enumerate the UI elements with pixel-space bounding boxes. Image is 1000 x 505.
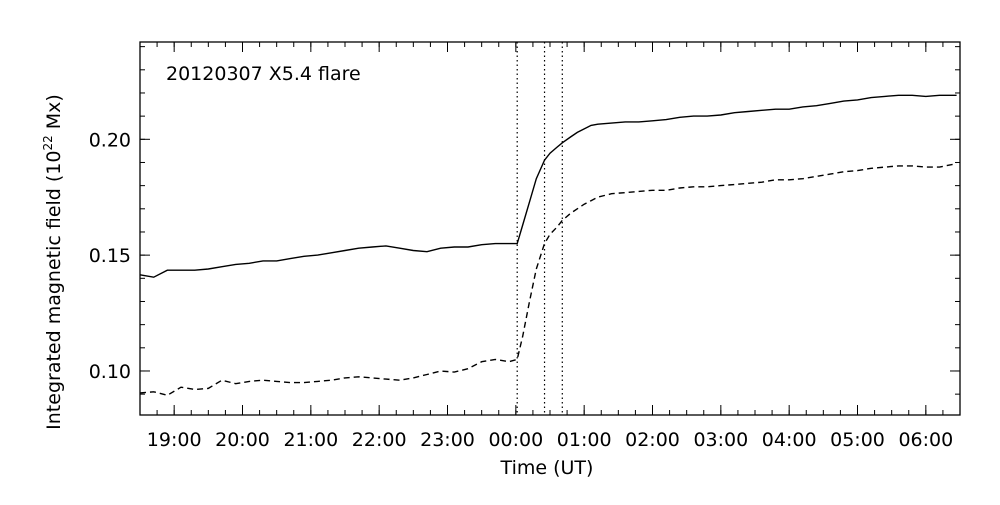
series-line-dashed bbox=[139, 162, 957, 397]
y-axis-title-exponent: 22 bbox=[41, 135, 55, 150]
x-tick-label: 19:00 bbox=[147, 429, 202, 451]
x-tick-label: 21:00 bbox=[283, 429, 338, 451]
x-tick-label: 06:00 bbox=[898, 429, 953, 451]
x-tick-label: 23:00 bbox=[420, 429, 475, 451]
y-axis-title-unit: Mx) bbox=[43, 94, 65, 135]
x-tick-labels: 19:00 20:00 21:00 22:00 23:00 00:00 01:00 02:00… bbox=[147, 429, 953, 451]
y-axis-title: Integrated magnetic field (1022 Mx) bbox=[41, 94, 65, 430]
y-tick-label: 0.15 bbox=[89, 245, 131, 267]
x-tick-label: 05:00 bbox=[830, 429, 885, 451]
ticks-layer bbox=[139, 42, 961, 415]
x-axis-title: Time (UT) bbox=[500, 457, 594, 479]
plot-frame bbox=[139, 41, 961, 416]
series-line-solid bbox=[139, 94, 957, 278]
y-tick-label: 0.10 bbox=[89, 361, 131, 383]
y-tick-label: 0.20 bbox=[89, 129, 131, 151]
y-tick-labels: 0.10 0.15 0.20 bbox=[89, 129, 131, 383]
x-tick-label: 20:00 bbox=[215, 429, 270, 451]
vertical-markers bbox=[516, 42, 563, 415]
x-tick-label: 02:00 bbox=[625, 429, 680, 451]
x-tick-label: 03:00 bbox=[693, 429, 748, 451]
series-layer bbox=[139, 94, 957, 397]
chart-annotation: 20120307 X5.4 flare bbox=[166, 63, 361, 85]
x-tick-label: 00:00 bbox=[488, 429, 543, 451]
y-axis-title-main: Integrated magnetic field (10 bbox=[43, 151, 65, 430]
x-tick-label: 22:00 bbox=[352, 429, 407, 451]
x-tick-label: 04:00 bbox=[762, 429, 817, 451]
x-tick-label: 01:00 bbox=[557, 429, 612, 451]
